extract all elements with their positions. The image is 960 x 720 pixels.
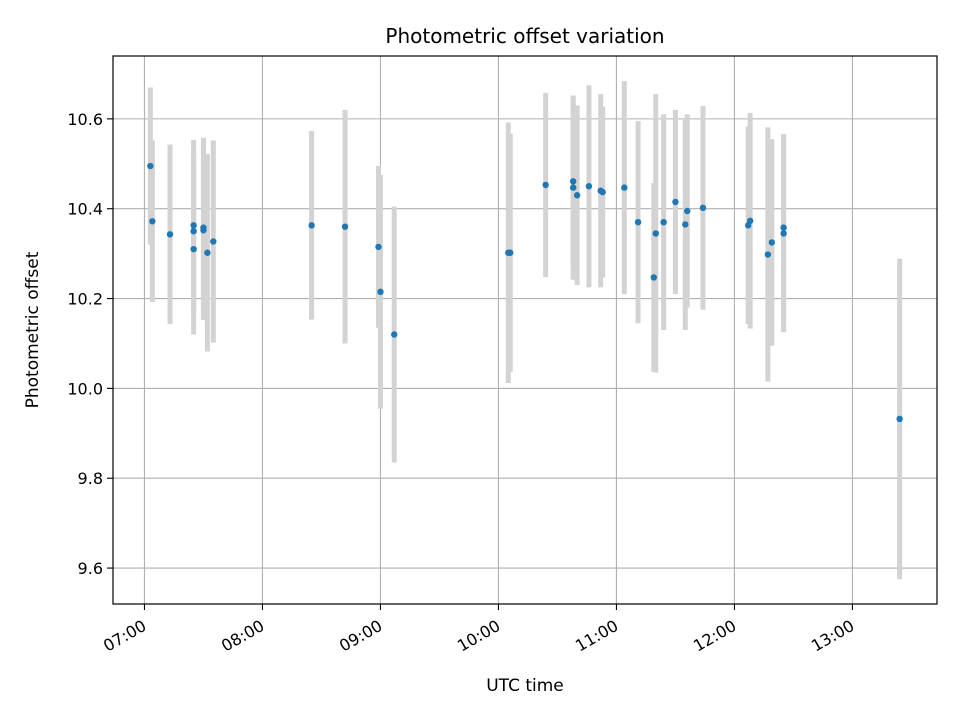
data-point <box>599 188 606 196</box>
x-tick-label: 10:00 <box>454 616 503 656</box>
data-point <box>780 224 787 231</box>
data-point <box>634 218 642 226</box>
data-point <box>621 184 628 191</box>
y-tick-label: 10.2 <box>67 290 103 309</box>
data-point <box>896 415 903 423</box>
data-point <box>780 230 787 237</box>
data-point <box>573 192 581 199</box>
data-point <box>341 223 349 230</box>
x-tick-label: 08:00 <box>218 616 267 656</box>
x-tick-label: 11:00 <box>572 616 621 656</box>
data-point <box>569 178 577 185</box>
y-tick-label: 9.6 <box>78 559 103 578</box>
data-point <box>746 217 754 225</box>
x-axis-ticks: 07:00 08:00 09:00 10:00 11:00 12:00 13:00 <box>100 604 857 656</box>
data-point <box>391 331 398 338</box>
x-tick-label: 13:00 <box>808 616 857 656</box>
data-point <box>308 222 315 229</box>
y-axis-label: Photometric offset <box>23 251 43 408</box>
data-point <box>210 238 217 245</box>
data-point <box>699 204 707 212</box>
data-point <box>569 184 577 191</box>
gridlines <box>113 56 937 604</box>
data-point <box>768 239 776 246</box>
data-point <box>764 251 772 258</box>
data-point <box>507 249 514 256</box>
x-axis-label: UTC time <box>486 676 564 696</box>
data-point <box>650 274 658 281</box>
data-point <box>204 249 211 256</box>
data-point <box>660 218 667 226</box>
data-point <box>652 230 659 237</box>
data-point <box>200 227 207 234</box>
data-point <box>682 221 689 228</box>
data-points <box>147 162 903 423</box>
data-point <box>585 183 593 190</box>
data-point <box>190 222 197 229</box>
data-point <box>190 245 197 253</box>
data-point <box>375 243 382 251</box>
x-tick-label: 09:00 <box>336 616 385 656</box>
x-tick-label: 07:00 <box>100 616 149 656</box>
data-point <box>672 198 679 206</box>
data-point <box>147 162 154 170</box>
data-point <box>149 218 156 225</box>
y-tick-label: 10.4 <box>67 200 103 219</box>
x-tick-label: 12:00 <box>690 616 739 656</box>
data-point <box>166 231 174 238</box>
data-point <box>684 207 691 215</box>
y-tick-label: 10.6 <box>67 110 103 129</box>
data-point <box>542 181 549 189</box>
y-axis-ticks: 9.6 9.8 10.0 10.2 10.4 10.6 <box>67 110 113 578</box>
data-point <box>377 288 384 296</box>
y-tick-label: 9.8 <box>78 469 103 488</box>
data-point <box>190 227 197 235</box>
y-tick-label: 10.0 <box>67 379 103 398</box>
chart-title: Photometric offset variation <box>385 24 664 48</box>
plot-frame <box>112 55 938 605</box>
